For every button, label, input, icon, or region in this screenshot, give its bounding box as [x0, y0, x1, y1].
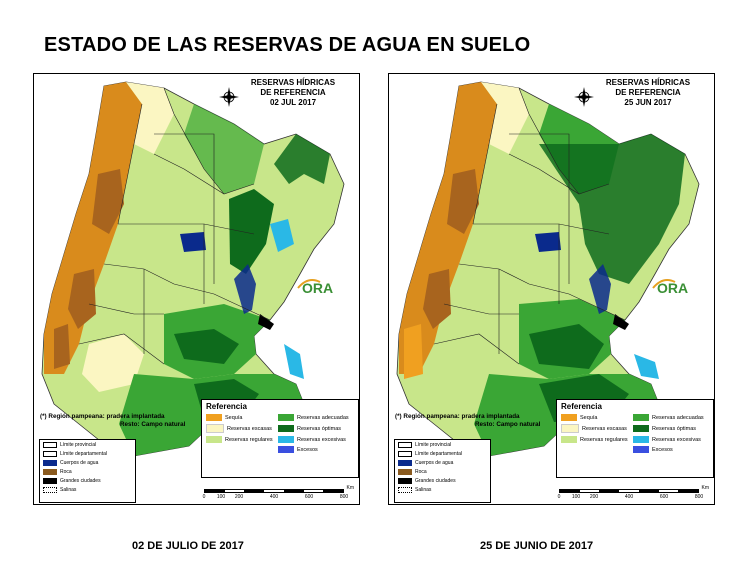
legend-item-excesivas: Reservas excesivas — [278, 436, 354, 443]
legend-title: Referencia — [561, 402, 602, 411]
region-note: (*) Región pampeana: pradera implantada … — [395, 413, 540, 429]
panel-heading: RESERVAS HÍDRICAS DE REFERENCIA 25 JUN 2… — [588, 78, 708, 108]
rock-region — [447, 169, 479, 234]
scale-bar: 0 100 200 400 600 800 Km — [202, 485, 354, 500]
map-argentina-june — [396, 81, 700, 457]
legend-roca: Roca — [395, 467, 490, 476]
big-city — [613, 314, 629, 330]
legend-limite-departamental: Límite departamental — [395, 449, 490, 458]
legend-limite-provincial: Límite provincial — [395, 440, 490, 449]
note-line2: Resto: Campo natural — [475, 421, 541, 428]
province-boundaries — [433, 87, 626, 365]
excessive-region — [284, 344, 304, 379]
legend-salinas: Salinas — [40, 485, 135, 494]
svg-text:ORA: ORA — [302, 280, 333, 296]
caption-june: 25 DE JUNIO DE 2017 — [480, 540, 594, 552]
excessive-region — [270, 219, 294, 252]
legend-item-optimas: Reservas óptimas — [278, 424, 354, 433]
map-panel-june: RESERVAS HÍDRICAS DE REFERENCIA 25 JUN 2… — [388, 73, 715, 505]
legend-item-excesivas: Reservas excesivas — [633, 436, 709, 443]
rock-region — [68, 269, 96, 329]
legend-item-adecuadas: Reservas adecuadas — [278, 414, 354, 421]
optimal-region — [229, 189, 274, 274]
drought-region — [399, 82, 497, 374]
legend-cuerpos-agua: Cuerpos de agua — [395, 458, 490, 467]
legend-limite-provincial: Límite provincial — [40, 440, 135, 449]
legend-item-excesos: Excesos — [633, 446, 709, 453]
panel-date: 02 JUL 2017 — [269, 98, 317, 107]
scarce-region — [82, 334, 144, 392]
scarce-region — [126, 82, 174, 154]
legend-item-optimas: Reservas óptimas — [633, 424, 709, 433]
adequate-region — [184, 104, 264, 194]
drought-region — [44, 82, 142, 374]
excessive-region — [634, 354, 659, 379]
legend-item-excesos: Excesos — [278, 446, 354, 453]
panel-heading-line2: DE REFERENCIA — [260, 88, 326, 97]
province-boundaries — [78, 87, 271, 365]
scarce-region — [481, 82, 529, 154]
optimal-region — [174, 329, 239, 364]
legend-item-regulares: Reservas regulares — [561, 436, 633, 443]
note-line1: (*) Región pampeana: pradera implantada — [40, 413, 165, 420]
reference-legend: Referencia Sequía Reservas adecuadas Res… — [556, 399, 714, 478]
legend-cuerpos-agua: Cuerpos de agua — [40, 458, 135, 467]
panel-date: 25 JUN 2017 — [624, 98, 672, 107]
legend-item-empty — [561, 446, 633, 453]
panel-heading-line1: RESERVAS HÍDRICAS — [250, 78, 336, 87]
reference-legend: Referencia Sequía Reservas adecuadas Res… — [201, 399, 359, 478]
optimal-region — [539, 134, 685, 284]
legend-item-adecuadas: Reservas adecuadas — [633, 414, 709, 421]
caption-july: 02 DE JULIO DE 2017 — [132, 540, 244, 552]
legend-salinas: Salinas — [395, 485, 490, 494]
legend-item-sequia: Sequía — [206, 414, 278, 421]
water-body — [234, 264, 256, 314]
water-body — [535, 232, 561, 252]
region-note: (*) Región pampeana: pradera implantada … — [40, 413, 185, 429]
svg-text:ORA: ORA — [657, 280, 688, 296]
drought-region — [404, 324, 423, 379]
water-body — [180, 232, 206, 252]
panel-heading: RESERVAS HÍDRICAS DE REFERENCIA 02 JUL 2… — [233, 78, 353, 108]
note-line1: (*) Región pampeana: pradera implantada — [395, 413, 520, 420]
map-argentina-july — [41, 81, 345, 457]
legend-limite-departamental: Límite departamental — [40, 449, 135, 458]
panel-heading-line1: RESERVAS HÍDRICAS — [605, 78, 691, 87]
map-panel-july: RESERVAS HÍDRICAS DE REFERENCIA 02 JUL 2… — [33, 73, 360, 505]
legend-item-empty — [206, 446, 278, 453]
boundaries-legend: Límite provincial Límite departamental C… — [394, 439, 491, 503]
note-line2: Resto: Campo natural — [120, 421, 186, 428]
legend-item-regulares: Reservas regulares — [206, 436, 278, 443]
legend-item-escasas: Reservas escasas — [561, 424, 633, 433]
panel-heading-line2: DE REFERENCIA — [615, 88, 681, 97]
legend-grandes-ciudades: Grandes ciudades — [40, 476, 135, 485]
optimal-region — [274, 134, 330, 184]
page-title: ESTADO DE LAS RESERVAS DE AGUA EN SUELO — [44, 34, 531, 56]
ora-logo-icon: ORA — [652, 279, 688, 296]
compass-rose-icon — [219, 87, 239, 107]
big-city — [258, 314, 274, 330]
legend-roca: Roca — [40, 467, 135, 476]
compass-rose-icon — [574, 87, 594, 107]
legend-item-escasas: Reservas escasas — [206, 424, 278, 433]
legend-grandes-ciudades: Grandes ciudades — [395, 476, 490, 485]
optimal-region — [529, 324, 604, 369]
legend-item-sequia: Sequía — [561, 414, 633, 421]
rock-region — [54, 324, 70, 369]
ora-logo-icon: ORA — [297, 279, 333, 296]
water-body — [589, 264, 611, 314]
legend-title: Referencia — [206, 402, 247, 411]
rock-region — [423, 269, 451, 329]
boundaries-legend: Límite provincial Límite departamental C… — [39, 439, 136, 503]
scale-bar: 0 100 200 400 600 800 Km — [557, 485, 709, 500]
rock-region — [92, 169, 124, 234]
